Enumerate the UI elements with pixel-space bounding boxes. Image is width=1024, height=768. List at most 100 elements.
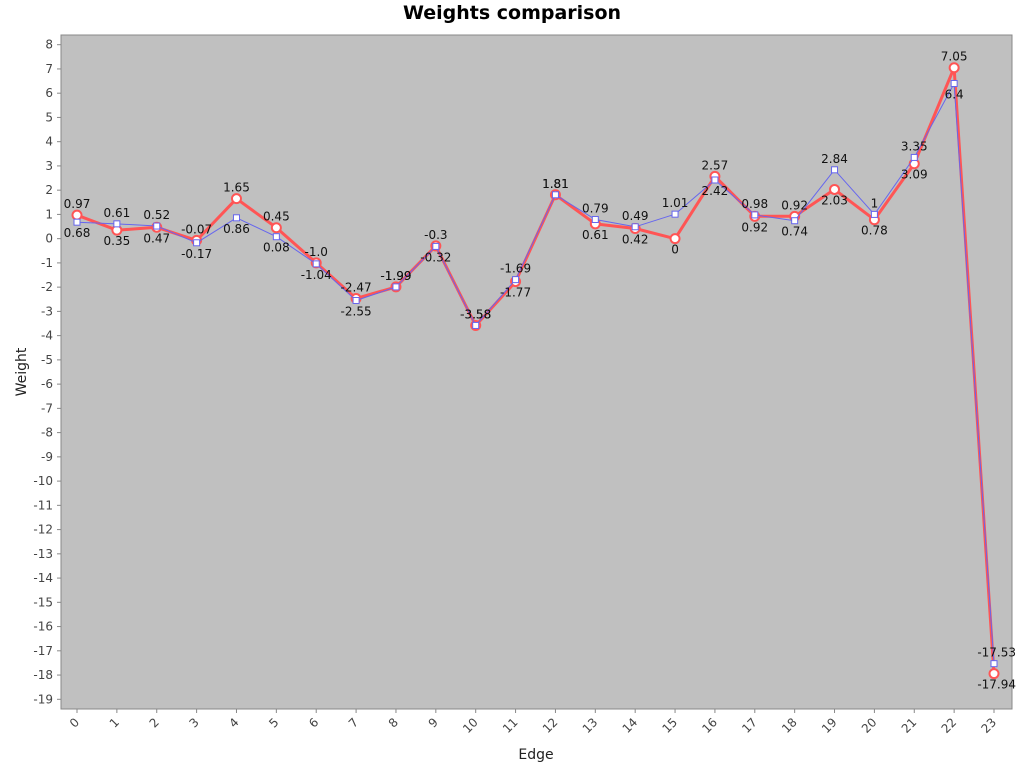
series-1-data-label: 0.42 — [622, 232, 649, 246]
series-2-point — [73, 218, 81, 226]
y-tick-label: 7 — [45, 62, 53, 76]
series-2-point — [751, 211, 759, 219]
series-1-point — [988, 668, 1000, 680]
series-2-point — [153, 222, 161, 230]
x-tick-label: 7 — [346, 715, 361, 730]
x-tick-label: 12 — [540, 715, 561, 736]
series-2-point — [551, 191, 559, 199]
series-1-data-label: 0.78 — [861, 224, 888, 238]
series-2-data-label: 6.4 — [945, 87, 964, 101]
x-tick-label: 20 — [859, 715, 880, 736]
y-tick-label: -16 — [33, 620, 53, 634]
series-2-data-label: -2.55 — [341, 304, 372, 318]
series-2-data-label: 0.68 — [64, 226, 91, 240]
series-1-data-label: -1.0 — [305, 245, 328, 259]
y-tick-label: 1 — [45, 207, 53, 221]
series-1-data-label: 1.65 — [223, 181, 250, 195]
series-layer — [71, 62, 1000, 680]
series-2-data-label: 0.74 — [781, 225, 808, 239]
y-tick-label: 2 — [45, 183, 53, 197]
series-1-point — [71, 209, 83, 221]
series-2-data-label: -1.69 — [500, 262, 531, 276]
series-1-data-label: 0.45 — [263, 210, 290, 224]
series-1-data-label: 7.05 — [941, 50, 968, 64]
series-2-data-label: -0.32 — [420, 250, 451, 264]
series-2-point — [432, 242, 440, 250]
y-tick-label: 6 — [45, 86, 53, 100]
x-tick-label: 15 — [659, 715, 680, 736]
series-1-point — [829, 183, 841, 195]
x-tick-label: 22 — [939, 715, 960, 736]
x-tick-label: 21 — [899, 715, 920, 736]
series-2-data-label: 0.52 — [143, 208, 170, 222]
series-1-data-label: -0.3 — [424, 228, 447, 242]
series-1-data-label: -17.94 — [977, 678, 1016, 692]
x-tick-label: 13 — [580, 715, 601, 736]
series-1-data-label: -0.07 — [181, 222, 212, 236]
series-1-data-label: 1.81 — [542, 177, 569, 191]
series-2-data-label: -1.04 — [301, 268, 332, 282]
y-tick-label: 4 — [45, 135, 53, 149]
x-tick-label: 5 — [266, 715, 281, 730]
series-2-data-label: 0.61 — [104, 206, 131, 220]
series-1-data-label: -1.77 — [500, 286, 531, 300]
x-tick-label: 8 — [386, 715, 401, 730]
series-1-data-label: 0.61 — [582, 228, 609, 242]
series-1-data-label: 0.47 — [143, 231, 170, 245]
series-1-data-label: 0 — [671, 243, 679, 257]
x-tick-label: 2 — [147, 715, 162, 730]
y-tick-label: -9 — [41, 450, 53, 464]
series-2-point — [791, 217, 799, 225]
series-1-data-label: 0.92 — [741, 220, 768, 234]
y-tick-label: -7 — [41, 401, 53, 415]
series-2-point — [193, 239, 201, 247]
x-tick-label: 19 — [819, 715, 840, 736]
y-axis: 8 7 6 5 4 3 2 1 0 -1 -2 -3 -4 -5 -6 -7 -8 -9 -10 -11 -12 -13 -… — [33, 38, 61, 706]
series-2-point — [870, 210, 878, 218]
series-1-data-label: 0.97 — [64, 197, 91, 211]
series-1-data-label: 0.92 — [781, 198, 808, 212]
y-tick-label: -8 — [41, 426, 53, 440]
chart-title: Weights comparison — [402, 2, 622, 24]
series-2-data-label: 2.84 — [821, 152, 848, 166]
series-2-point — [990, 660, 998, 668]
series-2-data-label: -3.58 — [460, 307, 491, 321]
series-2-data-label: 0.86 — [223, 222, 250, 236]
y-tick-label: -10 — [33, 474, 53, 488]
series-1-data-label: -1.99 — [380, 269, 411, 283]
y-tick-label: -5 — [41, 353, 53, 367]
series-2-point — [711, 176, 719, 184]
x-tick-label: 18 — [779, 715, 800, 736]
x-axis: 0 1 2 3 4 5 6 7 8 9 10 11 12 13 14 15 16 17 18 19 20 21 22 23 — [67, 709, 999, 736]
x-tick-label: 17 — [739, 715, 760, 736]
series-2-line — [76, 83, 995, 664]
series-1-data-label: 2.57 — [702, 158, 729, 172]
series-2-point — [512, 276, 520, 284]
series-2-data-label: 0.08 — [263, 241, 290, 255]
y-tick-label: -12 — [33, 523, 53, 537]
series-1-data-label: 2.03 — [821, 193, 848, 207]
x-tick-label: 14 — [620, 715, 641, 736]
series-2-point — [950, 79, 958, 87]
y-tick-label: -3 — [41, 304, 53, 318]
series-1-point — [230, 193, 242, 205]
data-label-layer: 0.970.35 0.47-0.071.650.45-1.0-2.47-1.99-… — [64, 50, 1016, 692]
x-tick-label: 10 — [460, 715, 481, 736]
y-tick-label: 8 — [45, 38, 53, 52]
x-tick-label: 16 — [699, 715, 720, 736]
series-2-data-label: 2.42 — [702, 184, 729, 198]
y-axis-label: Weight — [14, 347, 30, 396]
series-2-point — [631, 223, 639, 231]
series-2-data-label: 0.49 — [622, 209, 649, 223]
x-tick-label: 23 — [978, 715, 999, 736]
series-1-point — [270, 222, 282, 234]
x-tick-label: 9 — [426, 715, 441, 730]
series-2-point — [232, 214, 240, 222]
y-tick-label: -11 — [33, 498, 53, 512]
series-2-point — [272, 233, 280, 241]
x-tick-label: 4 — [226, 715, 241, 730]
series-1-point — [669, 233, 681, 245]
series-2-data-label: -0.17 — [181, 247, 212, 261]
series-2-point — [352, 296, 360, 304]
